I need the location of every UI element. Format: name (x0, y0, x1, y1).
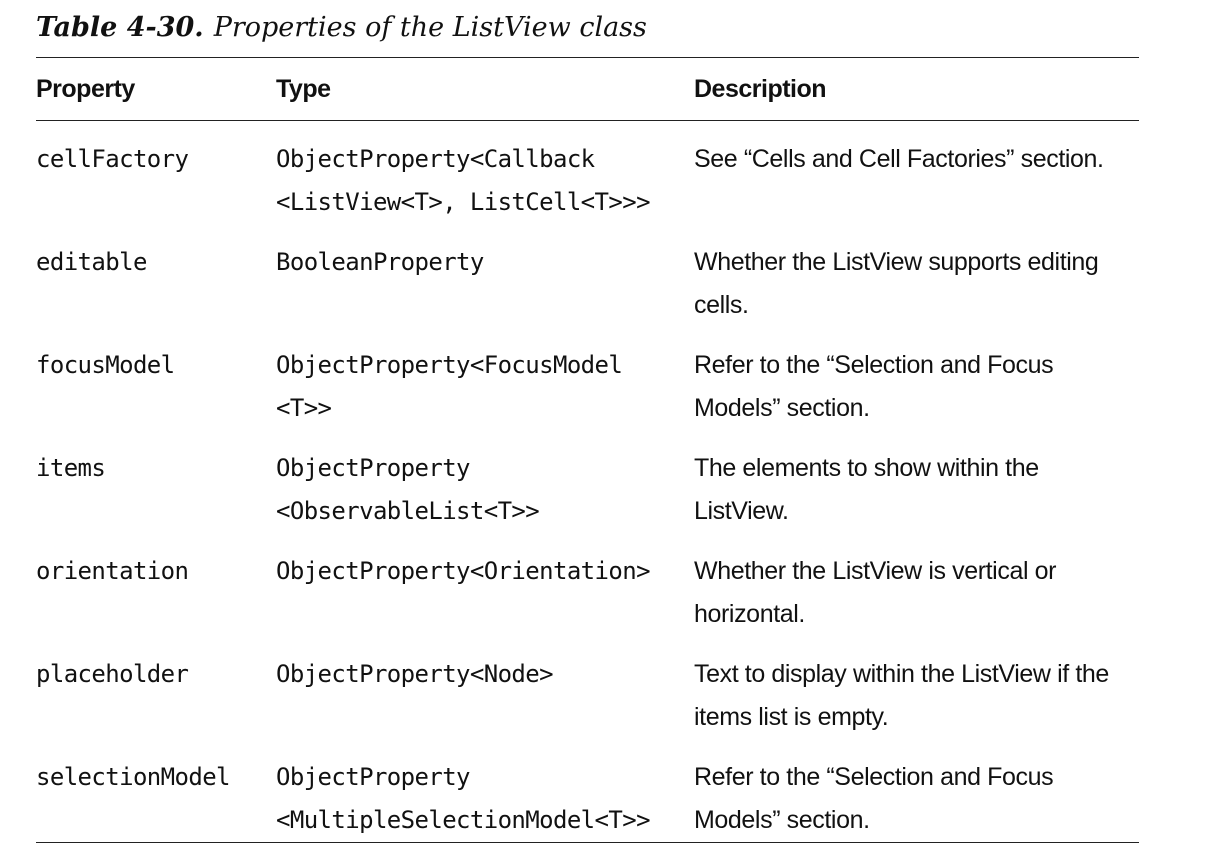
property-description: Whether the ListView is vertical or horiz… (694, 533, 1139, 636)
property-name: items (36, 454, 106, 482)
type-line: ObjectProperty (276, 763, 470, 791)
description-line: horizontal. (694, 600, 805, 628)
property-type: ObjectProperty<FocusModel <T>> (276, 327, 694, 430)
description-line: See “Cells and Cell Factories” section. (694, 145, 1104, 173)
type-line: ObjectProperty<Callback (276, 145, 595, 173)
type-line: ObjectProperty<FocusModel (276, 351, 623, 379)
header-row: Property Type Description (36, 57, 1139, 121)
description-line: Whether the ListView is vertical or (694, 557, 1057, 585)
properties-table: Property Type Description cellFactory Obj… (36, 57, 1139, 843)
property-name: selectionModel (36, 763, 230, 791)
type-line: ObjectProperty<Node> (276, 660, 554, 688)
type-line: BooleanProperty (276, 248, 484, 276)
table-body: cellFactory ObjectProperty<Callback <ListV… (36, 121, 1139, 843)
table-row: selectionModel ObjectProperty <MultipleSel… (36, 739, 1139, 843)
table-caption: Table 4-30. Properties of the ListView cl… (36, 8, 1139, 48)
table-row: editable BooleanProperty Whether the ListV… (36, 224, 1139, 327)
description-line: Text to display within the ListView if t… (694, 660, 1109, 688)
type-line: ObjectProperty (276, 454, 470, 482)
property-description: Text to display within the ListView if t… (694, 636, 1139, 739)
description-line: The elements to show within the (694, 454, 1039, 482)
property-name: orientation (36, 557, 189, 585)
property-description: See “Cells and Cell Factories” section. (694, 121, 1139, 225)
type-line: ObjectProperty<Orientation> (276, 557, 651, 585)
description-line: Models” section. (694, 806, 870, 834)
description-line: Whether the ListView supports editing (694, 248, 1099, 276)
description-line: items list is empty. (694, 703, 889, 731)
table-row: focusModel ObjectProperty<FocusModel <T>> R… (36, 327, 1139, 430)
type-line: <T>> (276, 394, 332, 422)
property-type: ObjectProperty <ObservableList<T>> (276, 430, 694, 533)
property-type: BooleanProperty (276, 224, 694, 327)
property-name: focusModel (36, 351, 175, 379)
description-line: cells. (694, 291, 749, 319)
description-line: ListView. (694, 497, 789, 525)
property-type: ObjectProperty<Orientation> (276, 533, 694, 636)
property-description: The elements to show within the ListView. (694, 430, 1139, 533)
header-property: Property (36, 57, 276, 121)
type-line: <ObservableList<T>> (276, 497, 540, 525)
property-type: ObjectProperty <MultipleSelectionModel<T>… (276, 739, 694, 843)
property-name: editable (36, 248, 147, 276)
document-page: Table 4-30. Properties of the ListView cl… (36, 0, 1139, 843)
property-name: placeholder (36, 660, 189, 688)
property-description: Whether the ListView supports editing cel… (694, 224, 1139, 327)
table-row: orientation ObjectProperty<Orientation> Wh… (36, 533, 1139, 636)
table-number: Table 4-30. (36, 12, 204, 43)
property-description: Refer to the “Selection and Focus Models”… (694, 739, 1139, 843)
property-name: cellFactory (36, 145, 189, 173)
property-description: Refer to the “Selection and Focus Models”… (694, 327, 1139, 430)
table-row: placeholder ObjectProperty<Node> Text to d… (36, 636, 1139, 739)
type-line: <ListView<T>, ListCell<T>>> (276, 188, 651, 216)
header-description: Description (694, 57, 1139, 121)
table-title: Properties of the ListView class (213, 12, 647, 43)
table-row: cellFactory ObjectProperty<Callback <ListV… (36, 121, 1139, 225)
property-type: ObjectProperty<Callback <ListView<T>, Lis… (276, 121, 694, 225)
description-line: Refer to the “Selection and Focus (694, 351, 1054, 379)
description-line: Models” section. (694, 394, 870, 422)
table-row: items ObjectProperty <ObservableList<T>> Th… (36, 430, 1139, 533)
description-line: Refer to the “Selection and Focus (694, 763, 1054, 791)
header-type: Type (276, 57, 694, 121)
type-line: <MultipleSelectionModel<T>> (276, 806, 651, 834)
property-type: ObjectProperty<Node> (276, 636, 694, 739)
